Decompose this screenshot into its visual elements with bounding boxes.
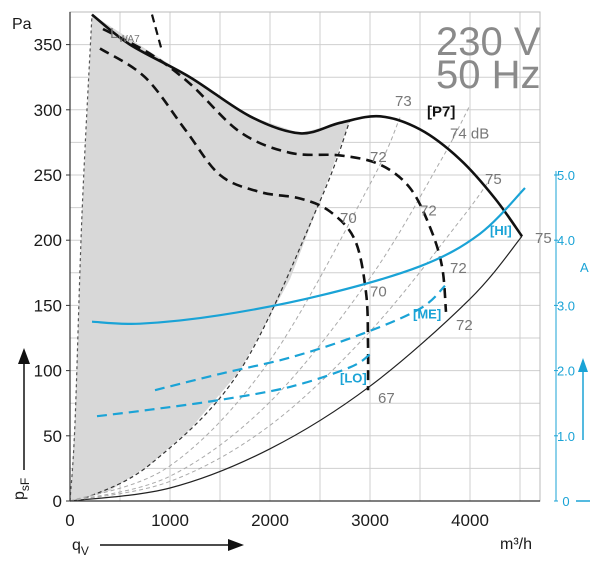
current-curves-layer xyxy=(91,187,526,418)
y-tick-label: 250 xyxy=(34,166,62,185)
supply-voltage: 230 V xyxy=(436,20,541,64)
system-curve-4 xyxy=(69,117,401,502)
x-axis-unit-label: m³/h xyxy=(500,536,532,553)
x-tick-label: 3000 xyxy=(351,511,389,530)
x-quantity-main: q xyxy=(72,537,81,554)
sound-level-label: 74 dB xyxy=(450,125,489,142)
lwa-label-sub: WA7 xyxy=(118,34,140,45)
system-curve-3 xyxy=(69,106,470,502)
label-layer: 73 74 dB 72 75 70 72 75 72 70 72 67 [P7] [HI] [ME] [LO… xyxy=(340,93,552,407)
x-arrow-head xyxy=(228,539,244,551)
current-curve-lo xyxy=(96,353,371,418)
y-arrow-head xyxy=(18,348,30,364)
supply-frequency: 50 Hz xyxy=(436,53,541,97)
right-tick-label: 3.0 xyxy=(557,298,575,313)
lwa-boundary-layer xyxy=(150,14,164,52)
sound-level-label: 72 xyxy=(450,260,467,277)
current-curve-hi xyxy=(91,187,526,326)
pressure-curve-low xyxy=(99,47,370,391)
right-tick-label: 2.0 xyxy=(557,364,575,379)
shaded-region-layer xyxy=(69,14,351,502)
y-quantity-label: psF xyxy=(11,478,32,500)
speed-label-me: [ME] xyxy=(413,306,441,321)
system-curves-layer xyxy=(69,106,523,502)
sound-level-label: 70 xyxy=(370,283,387,300)
y-tick-label: 350 xyxy=(34,36,62,55)
sound-level-label: 70 xyxy=(340,210,357,227)
pressure-curve-p7 xyxy=(91,13,524,238)
shaded-region xyxy=(70,14,350,501)
right-tick-label: 4.0 xyxy=(557,233,575,248)
y-tick-label: 150 xyxy=(34,296,62,315)
shaded-region-left-boundary xyxy=(69,14,93,502)
right-axis-unit-label: A xyxy=(580,260,589,275)
svg-text:LWA7: LWA7 xyxy=(110,25,140,45)
y-tick-label: 200 xyxy=(34,231,62,250)
current-curve-me xyxy=(154,284,446,392)
y-tick-label: 100 xyxy=(34,362,62,381)
sound-level-label: 72 xyxy=(420,202,437,219)
shaded-region-right-boundary xyxy=(84,119,351,499)
x-quantity-label: qV xyxy=(72,537,89,558)
lwa-boundary-line xyxy=(150,14,164,52)
x-quantity-sub: V xyxy=(81,544,89,558)
speed-label-p7: [P7] xyxy=(427,103,455,120)
y-tick-label: 0 xyxy=(53,492,62,511)
x-tick-label: 4000 xyxy=(451,511,489,530)
y-tick-label: 50 xyxy=(43,427,62,446)
x-tick-label: 1000 xyxy=(151,511,189,530)
y-tick-label: 300 xyxy=(34,101,62,120)
lwa-label-main: L xyxy=(110,25,118,42)
pressure-curve-mid xyxy=(102,27,448,313)
y-quantity-sub: sF xyxy=(18,478,32,491)
y-axis-unit-label: Pa xyxy=(12,16,32,33)
sound-level-label: 72 xyxy=(370,149,387,166)
system-curve-1 xyxy=(69,235,523,502)
right-tick-label: 5.0 xyxy=(557,168,575,183)
sound-level-label: 67 xyxy=(378,390,395,407)
right-tick-label: 1.0 xyxy=(557,429,575,444)
sound-level-label: 72 xyxy=(456,317,473,334)
sound-level-label: 75 xyxy=(485,171,502,188)
system-curve-2 xyxy=(69,174,494,502)
axes-layer: 0 50 100 150 200 250 300 350 0 1000 2000 3000 4000 0 1… xyxy=(18,12,590,551)
y-quantity-main: p xyxy=(11,491,28,500)
sound-level-label: 73 xyxy=(395,93,412,110)
speed-label-lo: [LO] xyxy=(340,370,367,385)
x-tick-label: 2000 xyxy=(251,511,289,530)
lwa-label: LWA7 xyxy=(110,25,140,45)
speed-label-hi: [HI] xyxy=(490,223,512,238)
right-tick-label: 0 xyxy=(562,494,569,509)
current-arrow-head xyxy=(578,358,588,372)
x-tick-label: 0 xyxy=(65,511,74,530)
pressure-curves-layer xyxy=(91,13,524,391)
sound-level-label: 75 xyxy=(535,230,552,247)
